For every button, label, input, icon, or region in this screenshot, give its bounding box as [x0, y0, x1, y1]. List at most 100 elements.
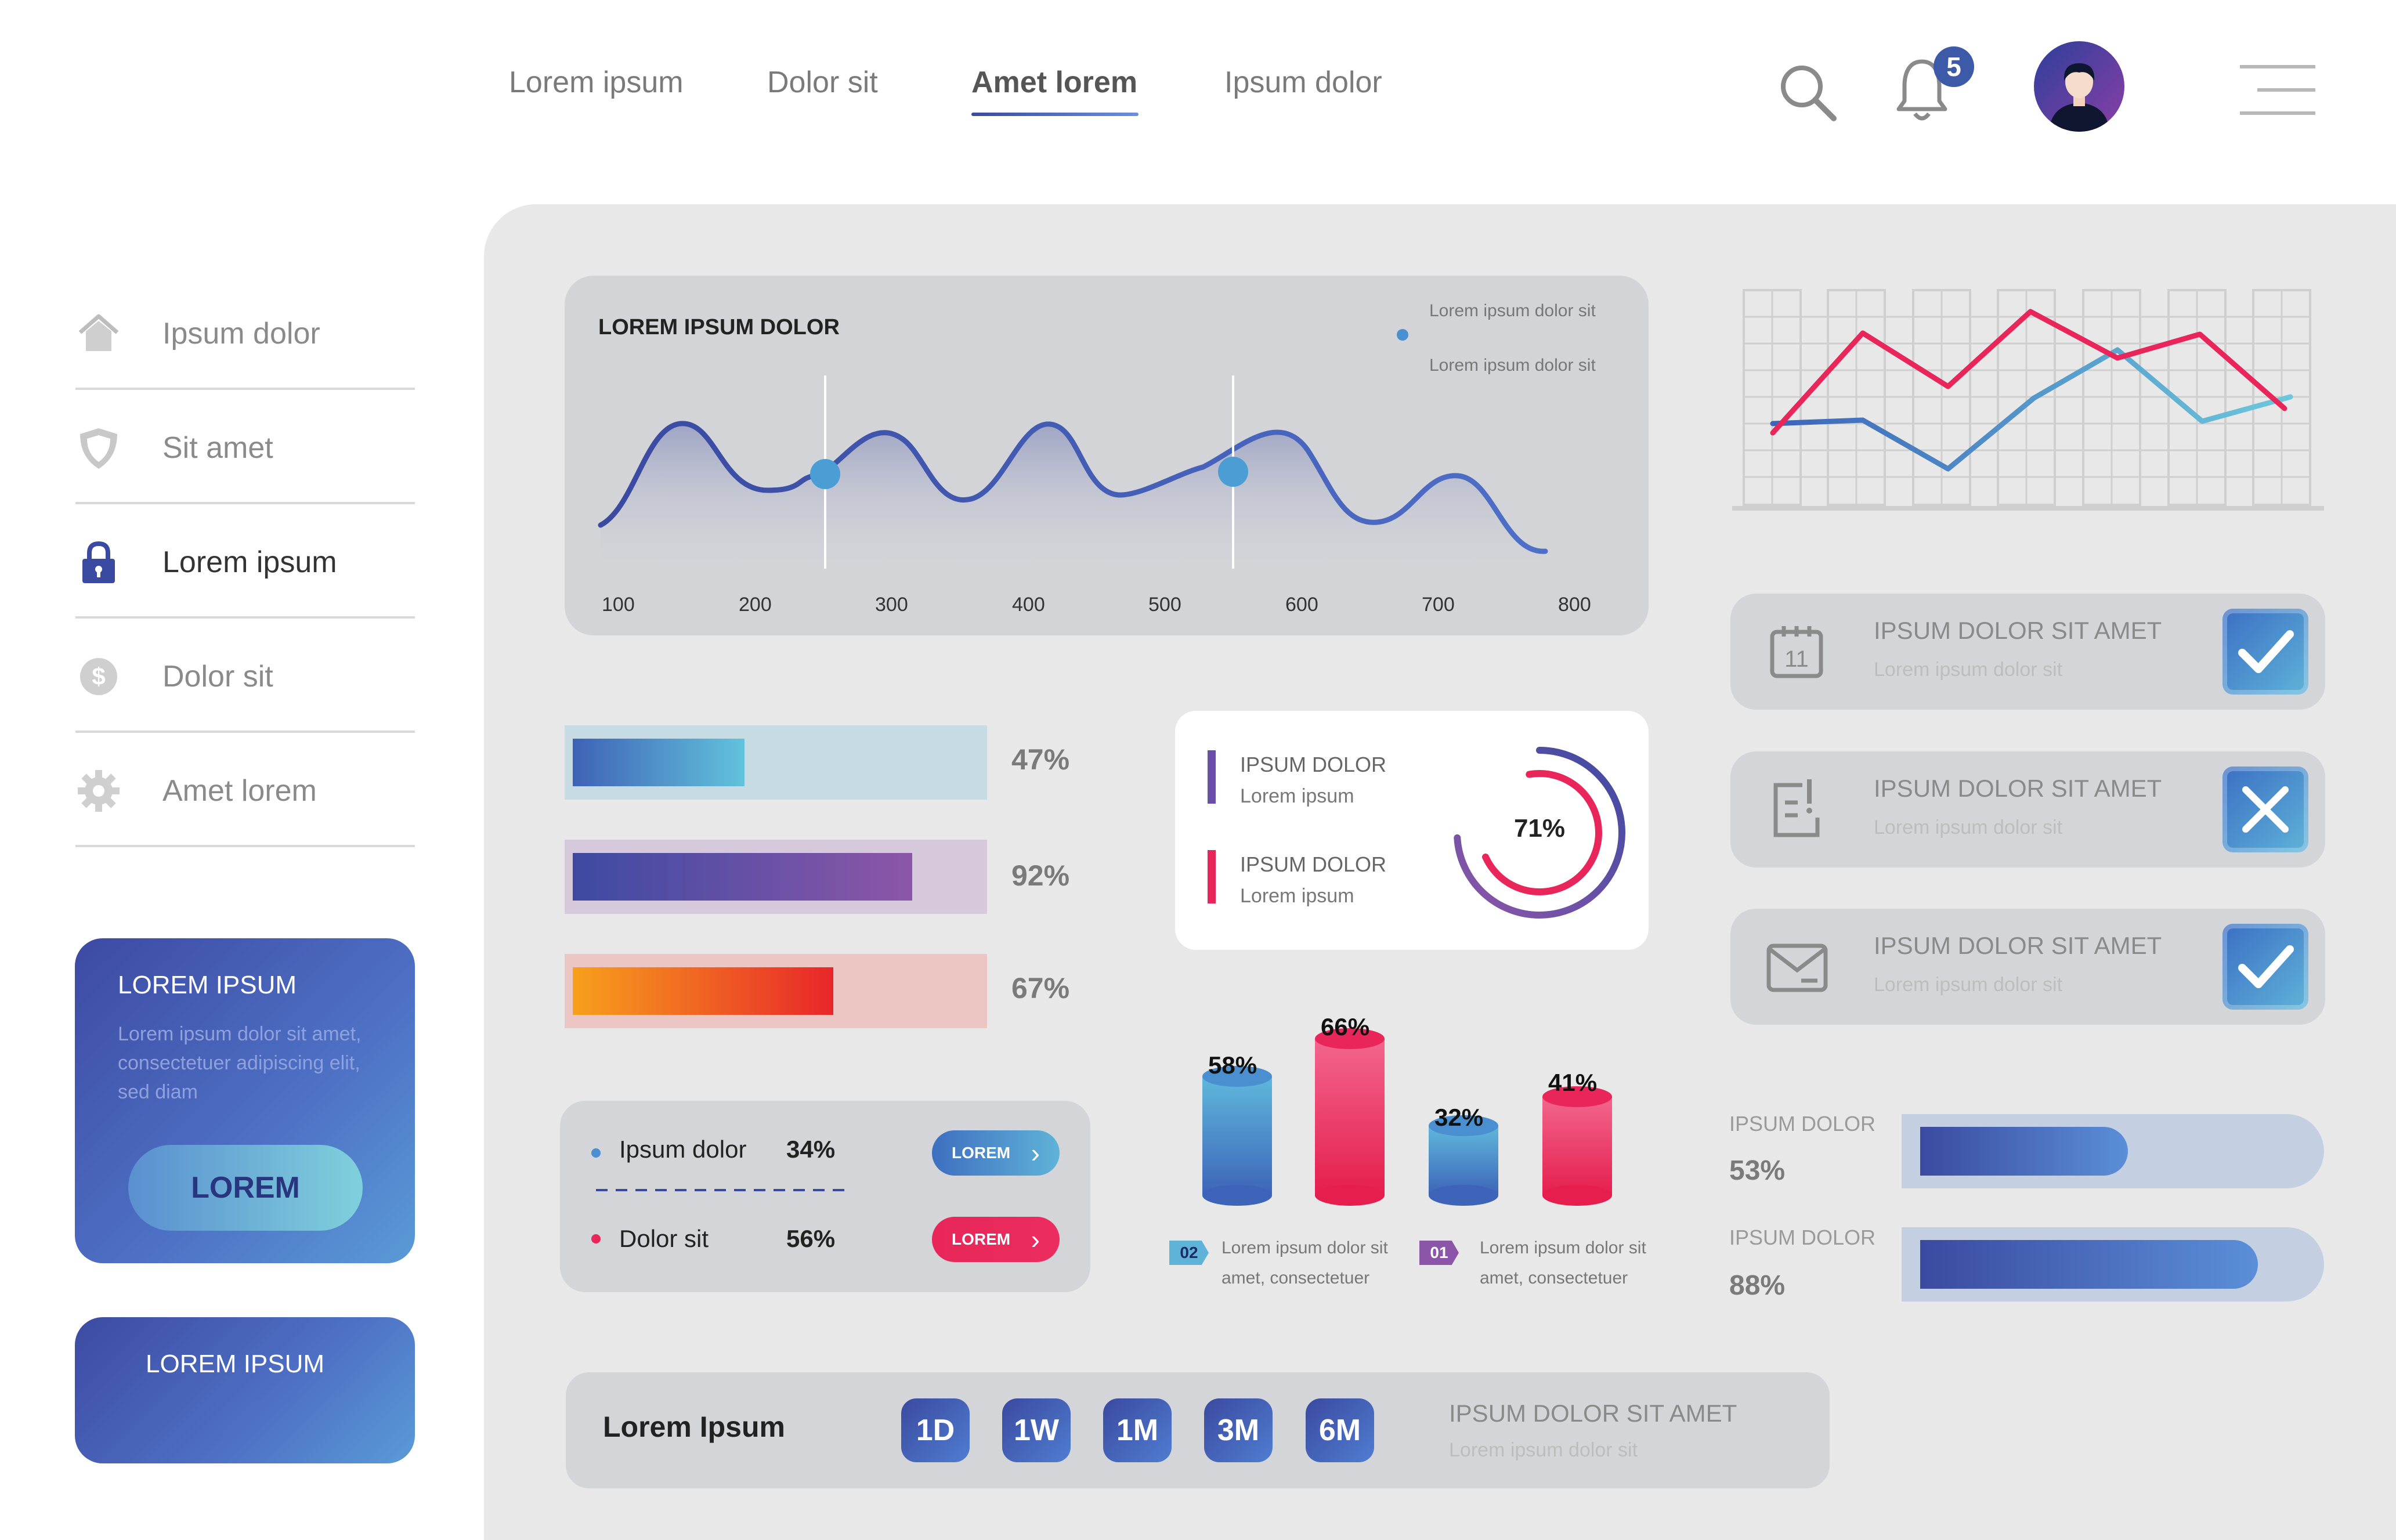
sidebar-card-title: LOREM IPSUM [146, 1350, 325, 1378]
svg-text:$: $ [92, 663, 105, 690]
note-text-2b: amet, consectetuer [1480, 1268, 1628, 1288]
donut-card: IPSUM DOLOR Lorem ipsum IPSUM DOLOR Lore… [1175, 711, 1649, 950]
sidebar-item-sit-amet[interactable]: Sit amet [75, 390, 415, 504]
promo-title: LOREM IPSUM [118, 971, 297, 999]
wave-x-tick: 600 [1285, 594, 1318, 616]
menu-icon[interactable] [2240, 64, 2315, 116]
todo-checkbox-checked[interactable] [2222, 924, 2308, 1010]
grid-line-chart [1732, 289, 2324, 511]
legend-item-pct-2: 56% [786, 1225, 836, 1252]
active-nav-underline [971, 113, 1139, 116]
promo-button[interactable]: LOREM [128, 1145, 363, 1231]
close-icon [2242, 786, 2289, 833]
nav-item-lorem-ipsum[interactable]: Lorem ipsum [509, 66, 684, 99]
todo-title: IPSUM DOLOR SIT AMET [1874, 775, 2162, 802]
nav-item-amet-lorem[interactable]: Amet lorem [971, 66, 1138, 99]
progress-bar-2 [565, 840, 987, 914]
sidebar-item-label: Amet lorem [162, 774, 317, 808]
cylinder-label-1: 58% [1208, 1051, 1257, 1079]
donut-inner-arc [1477, 770, 1602, 896]
right-bar-track-1 [1902, 1114, 2324, 1188]
wave-marker-dot-1 [810, 459, 840, 489]
sidebar-card[interactable]: LOREM IPSUM [75, 1317, 415, 1463]
home-icon [78, 314, 119, 351]
chevron-right-icon: › [1031, 1224, 1040, 1255]
sidebar-item-label: Sit amet [162, 431, 273, 465]
nav-item-ipsum-dolor[interactable]: Ipsum dolor [1224, 66, 1382, 99]
todo-card-1[interactable]: 11 IPSUM DOLOR SIT AMET Lorem ipsum dolo… [1730, 594, 2325, 710]
bell-icon[interactable] [1893, 56, 1951, 125]
wave-marker-dot-2 [1218, 457, 1248, 487]
todo-card-2[interactable]: IPSUM DOLOR SIT AMET Lorem ipsum dolor s… [1730, 751, 2325, 867]
cylinder-4 [1542, 1086, 1612, 1206]
wave-x-tick: 200 [739, 594, 772, 616]
timeframe-button-1w[interactable]: 1W [1002, 1398, 1071, 1462]
timeframe-button-1m[interactable]: 1M [1103, 1398, 1172, 1462]
lock-icon [82, 541, 115, 583]
note-text-2a: Lorem ipsum dolor sit [1480, 1238, 1646, 1257]
todo-title: IPSUM DOLOR SIT AMET [1874, 617, 2162, 644]
progress-fill-3 [573, 967, 833, 1015]
right-bar-pct-2: 88% [1729, 1270, 1786, 1301]
chart-line-blue [1770, 347, 2293, 472]
search-icon[interactable] [1776, 60, 1840, 124]
sidebar-item-lorem-ipsum[interactable]: Lorem ipsum [75, 504, 415, 619]
sidebar-item-amet-lorem[interactable]: Amet lorem [75, 733, 415, 847]
legend-lorem-button-2[interactable]: LOREM › [932, 1217, 1060, 1262]
wave-x-tick: 800 [1558, 594, 1591, 616]
cylinder-label-2: 66% [1321, 1013, 1370, 1040]
todo-card-3[interactable]: IPSUM DOLOR SIT AMET Lorem ipsum dolor s… [1730, 909, 2325, 1025]
chevron-right-icon: › [1031, 1138, 1040, 1168]
right-bar-track-2 [1902, 1227, 2324, 1302]
wave-chart-title: LOREM IPSUM DOLOR [598, 315, 840, 339]
wave-x-tick: 400 [1012, 594, 1045, 616]
todo-subtitle: Lorem ipsum dolor sit [1874, 659, 2063, 681]
wave-legend-item-1: Lorem ipsum dolor sit [1429, 301, 1596, 320]
right-bar-label-1: IPSUM DOLOR [1729, 1112, 1876, 1136]
dollar-icon: $ [80, 658, 117, 695]
wave-x-tick: 300 [875, 594, 908, 616]
promo-card: LOREM IPSUM Lorem ipsum dolor sit amet, … [75, 938, 415, 1263]
cylinder-3 [1429, 1115, 1498, 1206]
note-text-1a: Lorem ipsum dolor sit [1222, 1238, 1388, 1257]
donut-chart [1454, 747, 1625, 919]
donut-legend-title-2: IPSUM DOLOR [1240, 852, 1387, 876]
sidebar-item-dolor-sit[interactable]: $ Dolor sit [75, 619, 415, 733]
timeframe-card [566, 1372, 1830, 1488]
legend-lorem-button-1[interactable]: LOREM › [932, 1130, 1060, 1176]
legend-dot-red [591, 1234, 601, 1243]
donut-legend-bar-1 [1208, 750, 1216, 804]
shield-icon [80, 428, 117, 469]
todo-checkbox-crossed[interactable] [2222, 767, 2308, 852]
todo-title: IPSUM DOLOR SIT AMET [1874, 932, 2162, 959]
sidebar-item-label: Ipsum dolor [162, 317, 320, 350]
todo-subtitle: Lorem ipsum dolor sit [1874, 974, 2063, 996]
cylinder-chart [1202, 1028, 1612, 1206]
todo-checkbox-checked[interactable] [2222, 609, 2308, 695]
cylinder-label-3: 32% [1434, 1104, 1484, 1131]
right-bar-pct-1: 53% [1729, 1155, 1786, 1186]
legend-item-pct-1: 34% [786, 1136, 836, 1163]
legend-button-label: LOREM [952, 1230, 1011, 1248]
nav-item-dolor-sit[interactable]: Dolor sit [767, 66, 878, 99]
donut-legend-sub-2: Lorem ipsum [1240, 885, 1354, 907]
wave-chart-legend [1397, 329, 1408, 341]
donut-value-label: 71% [1513, 814, 1566, 843]
right-bar-label-2: IPSUM DOLOR [1729, 1226, 1876, 1249]
check-icon [2238, 630, 2294, 673]
donut-legend-sub-1: Lorem ipsum [1240, 785, 1354, 807]
timeframe-button-6m[interactable]: 6M [1306, 1398, 1374, 1462]
svg-text:11: 11 [1784, 646, 1809, 672]
avatar[interactable] [2033, 40, 2126, 133]
progress-bar-3 [565, 954, 987, 1028]
sidebar-item-ipsum-dolor[interactable]: Ipsum dolor [75, 276, 415, 390]
gear-icon [78, 770, 120, 812]
progress-label-2: 92% [1011, 859, 1070, 892]
timeframe-button-1d[interactable]: 1D [901, 1398, 970, 1462]
wave-x-tick: 700 [1422, 594, 1455, 616]
right-bar-fill-1 [1920, 1127, 2128, 1176]
wave-chart-card: LOREM IPSUM DOLOR Lorem ipsum dolor sit … [565, 276, 1649, 635]
cylinder-1 [1202, 1066, 1272, 1206]
right-bar-fill-2 [1920, 1240, 2258, 1289]
timeframe-button-3m[interactable]: 3M [1204, 1398, 1273, 1462]
